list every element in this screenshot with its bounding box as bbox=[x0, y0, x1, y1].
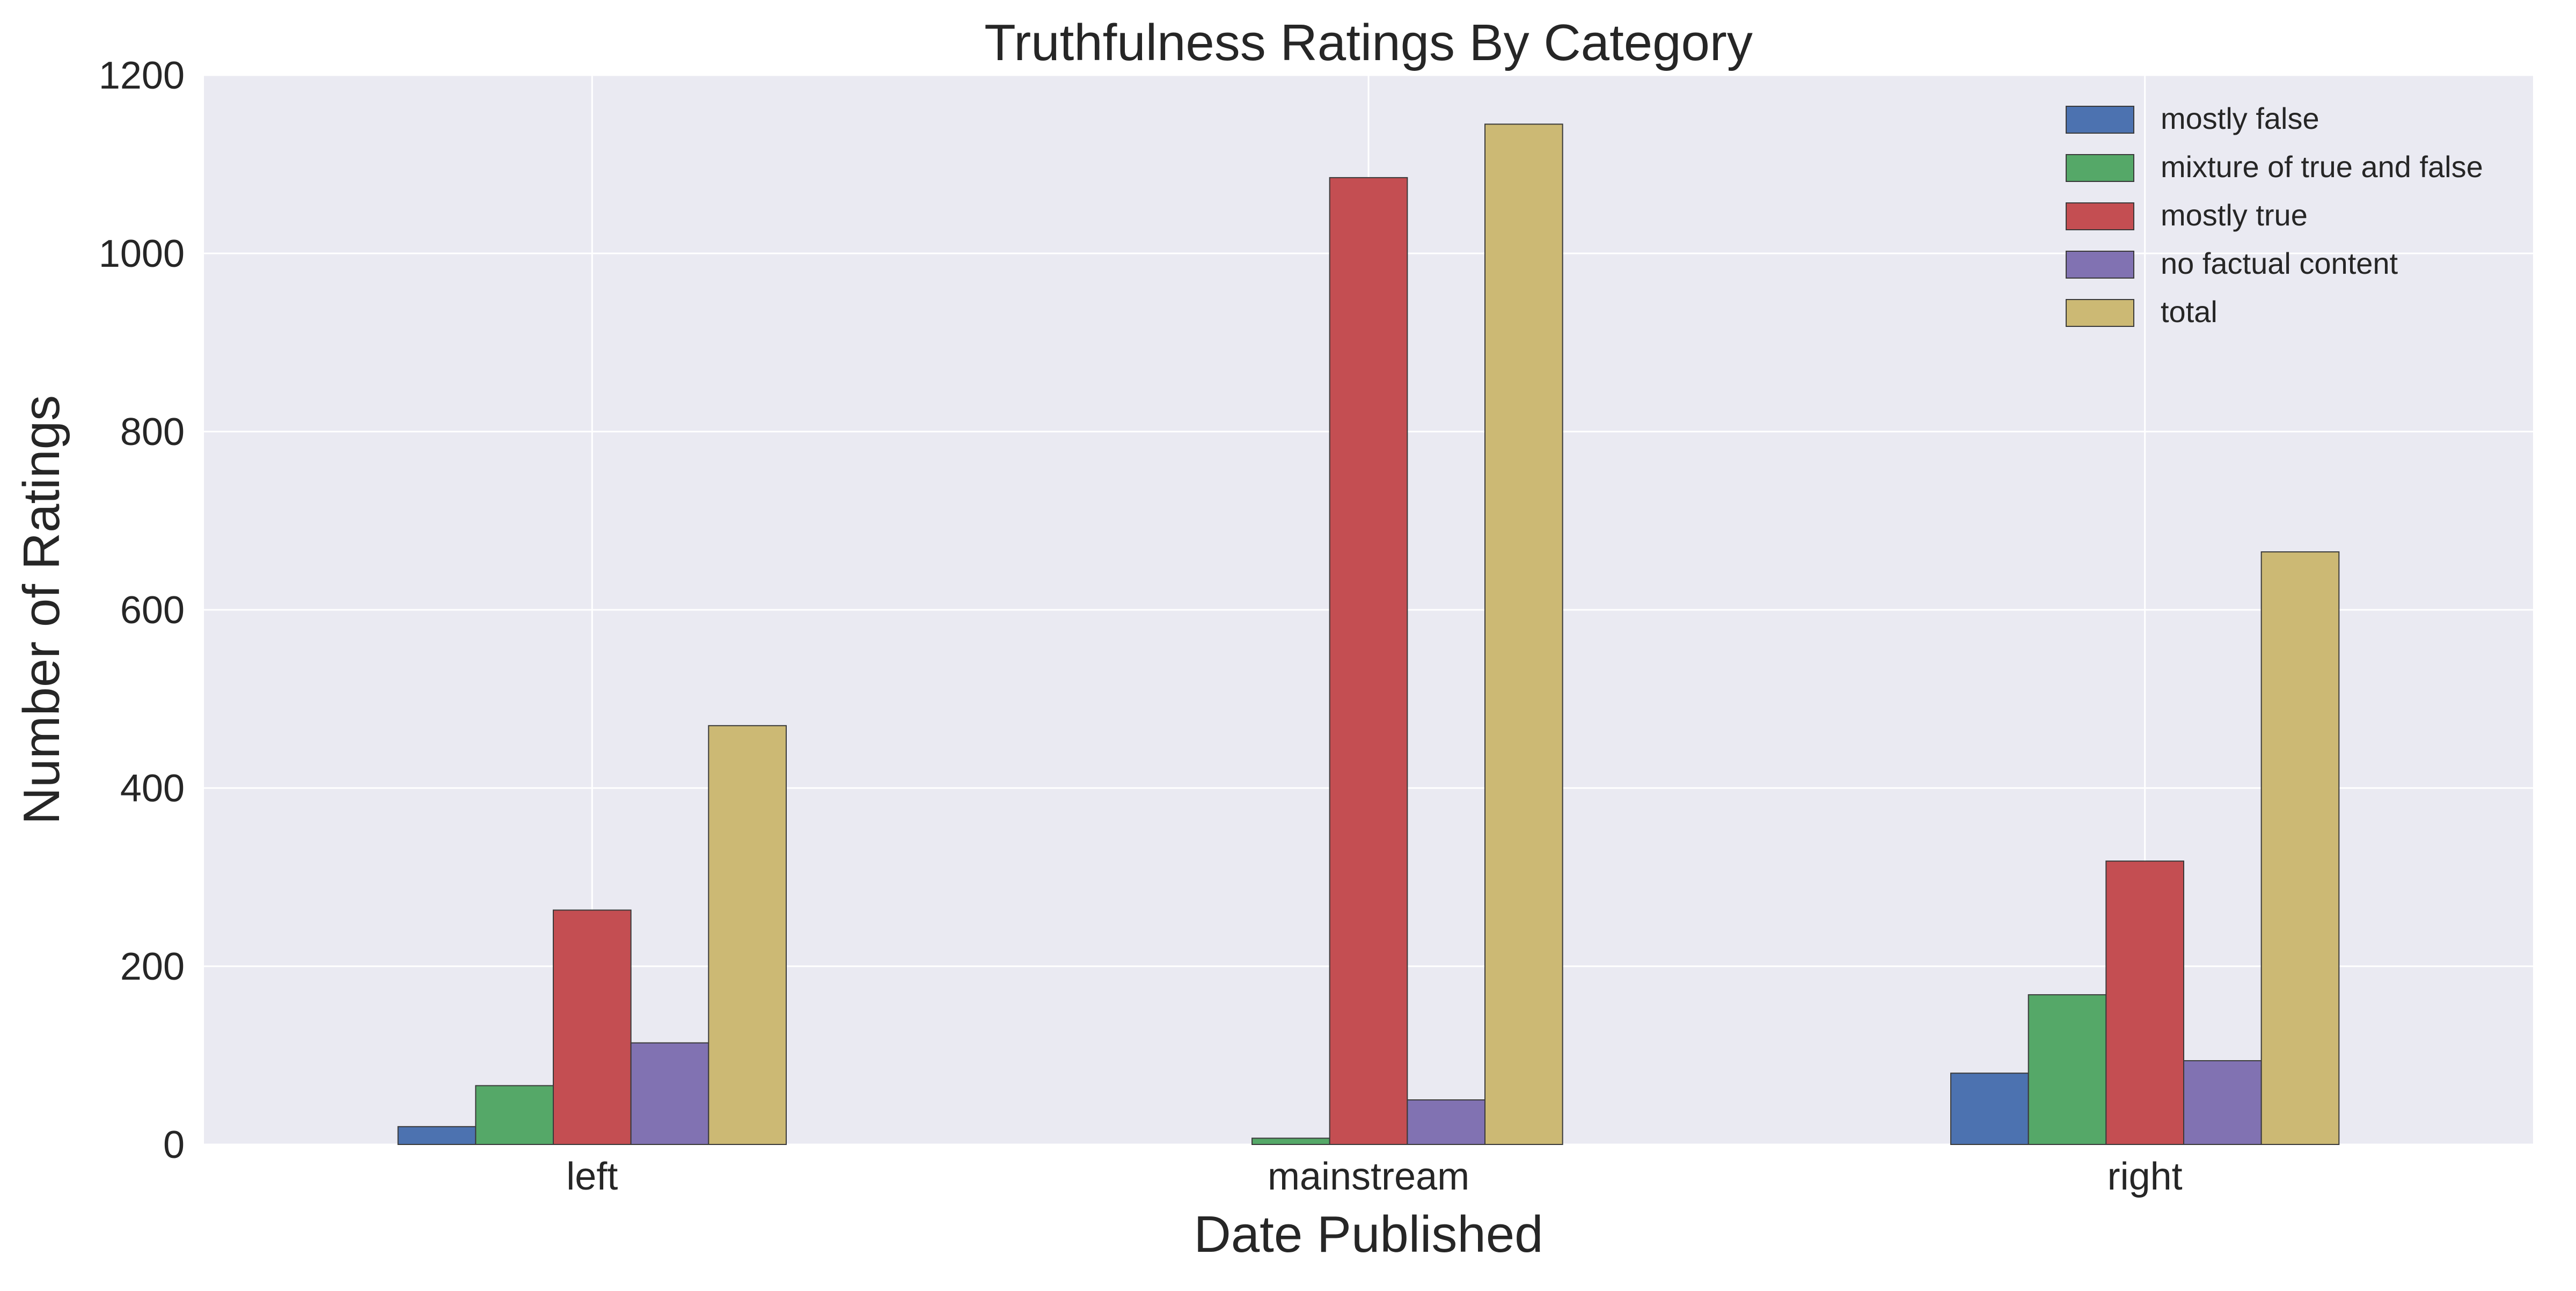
legend-label: no factual content bbox=[2161, 246, 2398, 280]
bar-mostly-true-left bbox=[553, 909, 632, 1146]
x-axis-label: Date Published bbox=[1194, 1206, 1543, 1263]
bar-no-factual-content-mainstream bbox=[1407, 1099, 1485, 1145]
bar-mixture-of-true-and-false-left bbox=[475, 1085, 554, 1145]
bar-total-right bbox=[2260, 551, 2340, 1145]
x-tick-label: mainstream bbox=[1268, 1155, 1469, 1198]
bars bbox=[397, 123, 2340, 1146]
bar-mostly-false-right bbox=[1950, 1073, 2029, 1145]
bar-total-left bbox=[708, 725, 787, 1146]
y-axis-label: Number of Ratings bbox=[13, 395, 70, 825]
x-tick-labels: left mainstream right bbox=[566, 1155, 2182, 1198]
bar-no-factual-content-left bbox=[630, 1042, 709, 1146]
legend-swatch bbox=[2066, 251, 2134, 279]
legend-swatch bbox=[2066, 299, 2134, 327]
legend-label: total bbox=[2161, 295, 2218, 329]
bar-mostly-true-mainstream bbox=[1329, 177, 1408, 1145]
legend-label: mostly true bbox=[2161, 198, 2308, 232]
legend-label: mixture of true and false bbox=[2161, 150, 2483, 184]
bar-mostly-false-left bbox=[397, 1126, 477, 1146]
y-tick-label: 800 bbox=[120, 411, 185, 454]
legend: mostly false mixture of true and false mos… bbox=[2066, 101, 2483, 329]
y-tick-label: 600 bbox=[120, 589, 185, 632]
legend-swatch bbox=[2066, 202, 2134, 230]
x-tick-label: left bbox=[566, 1155, 618, 1198]
legend-label: mostly false bbox=[2161, 101, 2319, 135]
bar-total-mainstream bbox=[1484, 123, 1563, 1145]
bar-no-factual-content-right bbox=[2183, 1060, 2262, 1145]
y-tick-label: 200 bbox=[120, 945, 185, 988]
bar-mixture-of-true-and-false-right bbox=[2028, 994, 2107, 1145]
legend-swatch bbox=[2066, 154, 2134, 182]
bar-mixture-of-true-and-false-mainstream bbox=[1252, 1137, 1330, 1145]
chart-title: Truthfulness Ratings By Category bbox=[984, 14, 1753, 71]
x-tick-label: right bbox=[2107, 1155, 2183, 1198]
bar-mostly-true-right bbox=[2105, 860, 2184, 1145]
y-tick-label: 1200 bbox=[99, 54, 185, 97]
y-tick-label: 1000 bbox=[99, 232, 185, 275]
y-tick-labels: 0 200 400 600 800 1000 1200 bbox=[99, 54, 185, 1166]
y-tick-label: 400 bbox=[120, 767, 185, 810]
y-tick-label: 0 bbox=[163, 1124, 185, 1166]
legend-swatch bbox=[2066, 106, 2134, 134]
